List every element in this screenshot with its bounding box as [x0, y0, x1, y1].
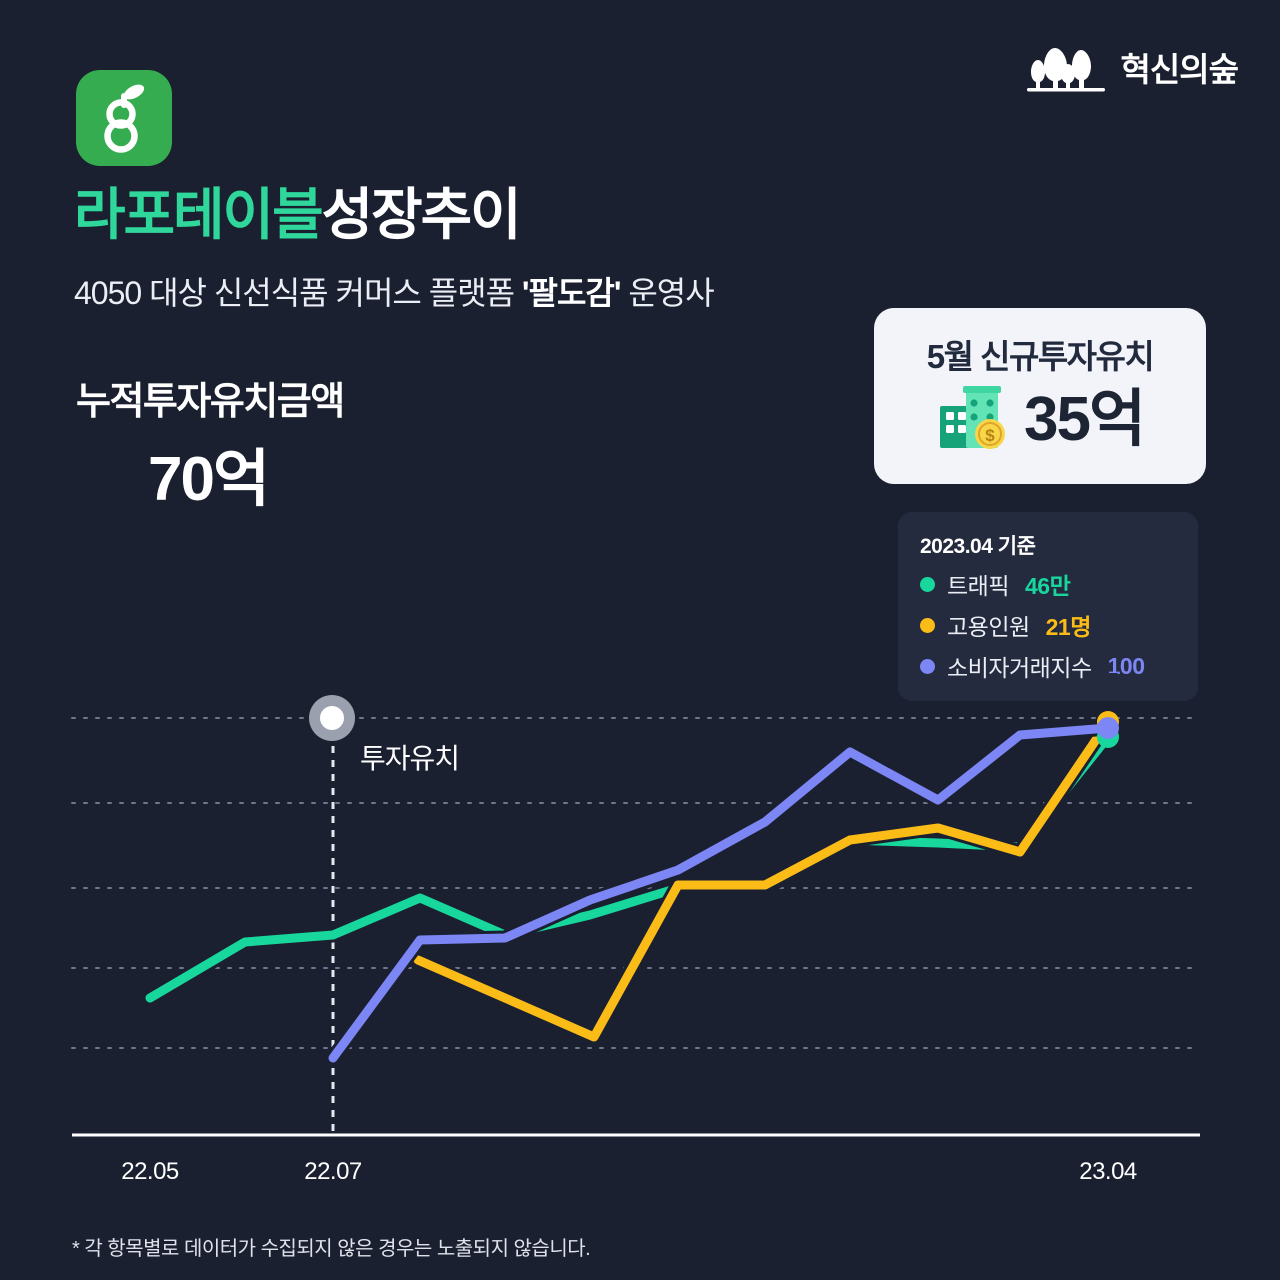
- subtitle-prefix: 4050 대상 신선식품 커머스 플랫폼: [74, 275, 522, 311]
- legend-value-employees: 21명: [1045, 614, 1092, 640]
- building-money-icon: $: [936, 384, 1010, 455]
- employees-dot-icon: [920, 617, 935, 633]
- brand-logo-text: 혁신의숲: [1120, 50, 1239, 88]
- svg-text:$: $: [985, 426, 995, 445]
- traffic-dot-icon: [920, 576, 935, 592]
- transactions-dot-icon: [920, 658, 935, 674]
- legend-item-transactions: 소비자거래지수 100: [920, 649, 1178, 683]
- cumulative-investment-label: 누적투자유치금액: [76, 381, 345, 423]
- new-investment-row: $ 35억: [936, 384, 1146, 455]
- investment-marker-icon: [309, 695, 355, 741]
- x-axis-tick-1: 22.07: [304, 1158, 362, 1185]
- investment-marker-label: 투자유치: [360, 743, 460, 774]
- legend-item-employees: 고용인원 21명: [920, 608, 1178, 642]
- page-title: 라포테이블성장추이: [74, 183, 522, 246]
- legend-label-transactions: 소비자거래지수: [947, 655, 1092, 681]
- legend-date: 2023.04 기준: [920, 535, 1036, 558]
- page-title-plain: 성장추이: [321, 183, 522, 246]
- chart-legend: 2023.04 기준 트래픽 46만 고용인원 21명 소비자거래지수 100: [898, 512, 1198, 701]
- legend-pointer-tail: [1094, 673, 1118, 689]
- investment-marker-inner: [320, 706, 344, 730]
- subtitle-suffix: 운영사: [620, 275, 714, 311]
- new-investment-title: 5월 신규투자유치: [926, 338, 1155, 375]
- legend-value-traffic: 46만: [1024, 573, 1071, 599]
- legend-label-traffic: 트래픽: [947, 573, 1009, 599]
- forest-trees-icon: [1025, 44, 1111, 94]
- brand-logo: 혁신의숲: [1025, 44, 1239, 94]
- x-axis-tick-2: 23.04: [1079, 1158, 1137, 1185]
- new-investment-card: 5월 신규투자유치 $: [874, 308, 1206, 484]
- new-investment-amount: 35억: [1023, 384, 1146, 454]
- rapotable-app-icon: [76, 70, 172, 166]
- page-subtitle: 4050 대상 신선식품 커머스 플랫폼 '팔도감' 운영사: [74, 268, 715, 314]
- x-axis-tick-0: 22.05: [121, 1158, 179, 1185]
- subtitle-highlight: '팔도감': [521, 275, 622, 311]
- cumulative-investment-value: 70억: [148, 445, 270, 514]
- legend-label-employees: 고용인원: [947, 614, 1030, 640]
- page-title-accent: 라포테이블: [74, 183, 324, 246]
- chart-footnote: * 각 항목별로 데이터가 수집되지 않은 경우는 노출되지 않습니다.: [72, 1238, 591, 1260]
- legend-item-traffic: 트래픽 46만: [920, 567, 1178, 601]
